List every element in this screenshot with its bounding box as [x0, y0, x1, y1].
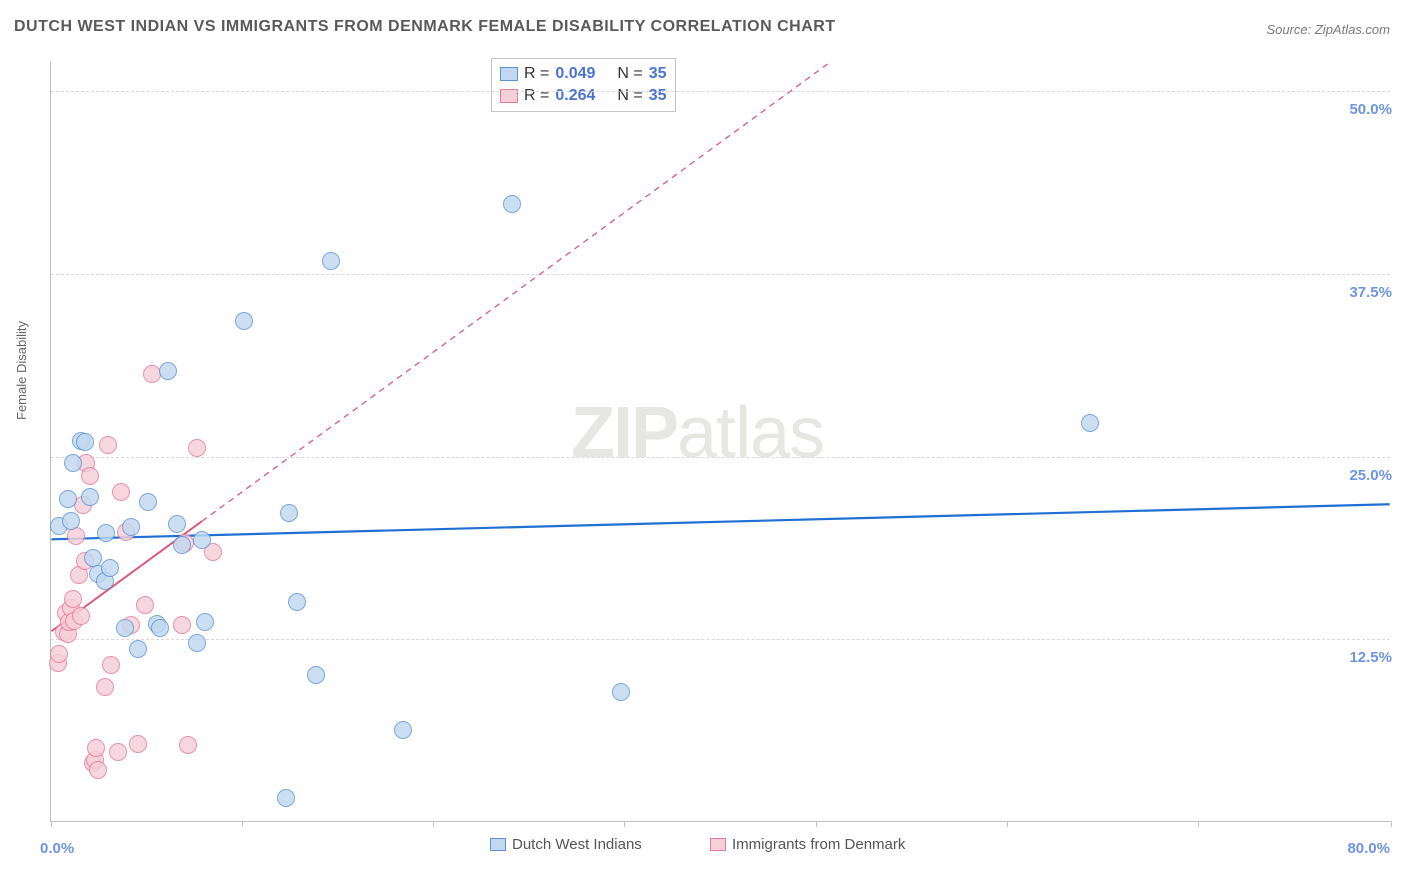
scatter-point	[612, 683, 630, 701]
scatter-point	[76, 433, 94, 451]
scatter-point	[72, 607, 90, 625]
source-attribution: Source: ZipAtlas.com	[1266, 22, 1390, 37]
watermark-zip: ZIP	[571, 393, 677, 473]
scatter-point	[101, 559, 119, 577]
scatter-point	[173, 536, 191, 554]
y-axis-label: Female Disability	[14, 321, 29, 420]
watermark: ZIPatlas	[571, 392, 824, 474]
scatter-point	[102, 656, 120, 674]
x-end-label: 80.0%	[1347, 840, 1390, 857]
r-label: R =	[524, 63, 549, 85]
scatter-point	[122, 518, 140, 536]
scatter-point	[503, 195, 521, 213]
scatter-point	[143, 365, 161, 383]
trendlines-svg	[51, 62, 1390, 821]
n-label: N =	[617, 63, 642, 85]
scatter-point	[235, 312, 253, 330]
scatter-point	[136, 596, 154, 614]
scatter-point	[62, 512, 80, 530]
scatter-point	[307, 666, 325, 684]
scatter-point	[109, 743, 127, 761]
trendline	[51, 504, 1389, 539]
x-tick	[51, 821, 52, 827]
legend-swatch	[710, 838, 726, 851]
scatter-point	[277, 789, 295, 807]
n-label: N =	[617, 85, 642, 107]
x-tick	[1391, 821, 1392, 827]
scatter-point	[129, 735, 147, 753]
gridline-h	[51, 91, 1390, 92]
scatter-point	[1081, 414, 1099, 432]
scatter-point	[288, 593, 306, 611]
scatter-point	[196, 613, 214, 631]
x-tick	[1007, 821, 1008, 827]
scatter-point	[173, 616, 191, 634]
trendline	[202, 62, 830, 521]
stats-row: R = 0.049 N = 35	[500, 63, 667, 85]
r-value: 0.049	[555, 63, 595, 85]
plot-area: ZIPatlas R = 0.049 N = 35 R = 0.264 N = 35 12.5…	[50, 62, 1390, 822]
stats-row: R = 0.264 N = 35	[500, 85, 667, 107]
x-tick	[242, 821, 243, 827]
scatter-point	[59, 490, 77, 508]
scatter-point	[322, 252, 340, 270]
correlation-stats-box: R = 0.049 N = 35 R = 0.264 N = 35	[491, 58, 676, 112]
legend-swatch	[490, 838, 506, 851]
x-tick	[624, 821, 625, 827]
n-value: 35	[649, 85, 667, 107]
scatter-point	[96, 678, 114, 696]
y-tick-label: 25.0%	[1349, 467, 1392, 484]
legend-item: Dutch West Indians	[490, 836, 642, 853]
scatter-point	[193, 531, 211, 549]
x-tick	[433, 821, 434, 827]
scatter-point	[99, 436, 117, 454]
gridline-h	[51, 457, 1390, 458]
legend-label: Immigrants from Denmark	[732, 836, 905, 853]
scatter-point	[81, 467, 99, 485]
gridline-h	[51, 274, 1390, 275]
scatter-point	[64, 454, 82, 472]
scatter-point	[188, 634, 206, 652]
scatter-point	[129, 640, 147, 658]
x-tick	[816, 821, 817, 827]
scatter-point	[112, 483, 130, 501]
x-start-label: 0.0%	[40, 840, 74, 857]
scatter-point	[280, 504, 298, 522]
scatter-point	[188, 439, 206, 457]
scatter-point	[64, 590, 82, 608]
scatter-point	[168, 515, 186, 533]
scatter-point	[159, 362, 177, 380]
r-label: R =	[524, 85, 549, 107]
source-prefix: Source:	[1266, 22, 1314, 37]
legend-swatch	[500, 67, 518, 81]
x-tick	[1198, 821, 1199, 827]
scatter-point	[394, 721, 412, 739]
scatter-point	[87, 739, 105, 757]
scatter-point	[89, 761, 107, 779]
watermark-atlas: atlas	[677, 393, 824, 473]
scatter-point	[179, 736, 197, 754]
scatter-point	[139, 493, 157, 511]
y-tick-label: 12.5%	[1349, 649, 1392, 666]
scatter-point	[81, 488, 99, 506]
scatter-point	[50, 645, 68, 663]
n-value: 35	[649, 63, 667, 85]
y-tick-label: 50.0%	[1349, 101, 1392, 118]
legend-item: Immigrants from Denmark	[710, 836, 905, 853]
r-value: 0.264	[555, 85, 595, 107]
scatter-point	[151, 619, 169, 637]
scatter-point	[116, 619, 134, 637]
legend-label: Dutch West Indians	[512, 836, 642, 853]
gridline-h	[51, 639, 1390, 640]
y-tick-label: 37.5%	[1349, 284, 1392, 301]
source-name: ZipAtlas.com	[1315, 22, 1390, 37]
chart-title: DUTCH WEST INDIAN VS IMMIGRANTS FROM DEN…	[14, 18, 836, 36]
scatter-point	[97, 524, 115, 542]
